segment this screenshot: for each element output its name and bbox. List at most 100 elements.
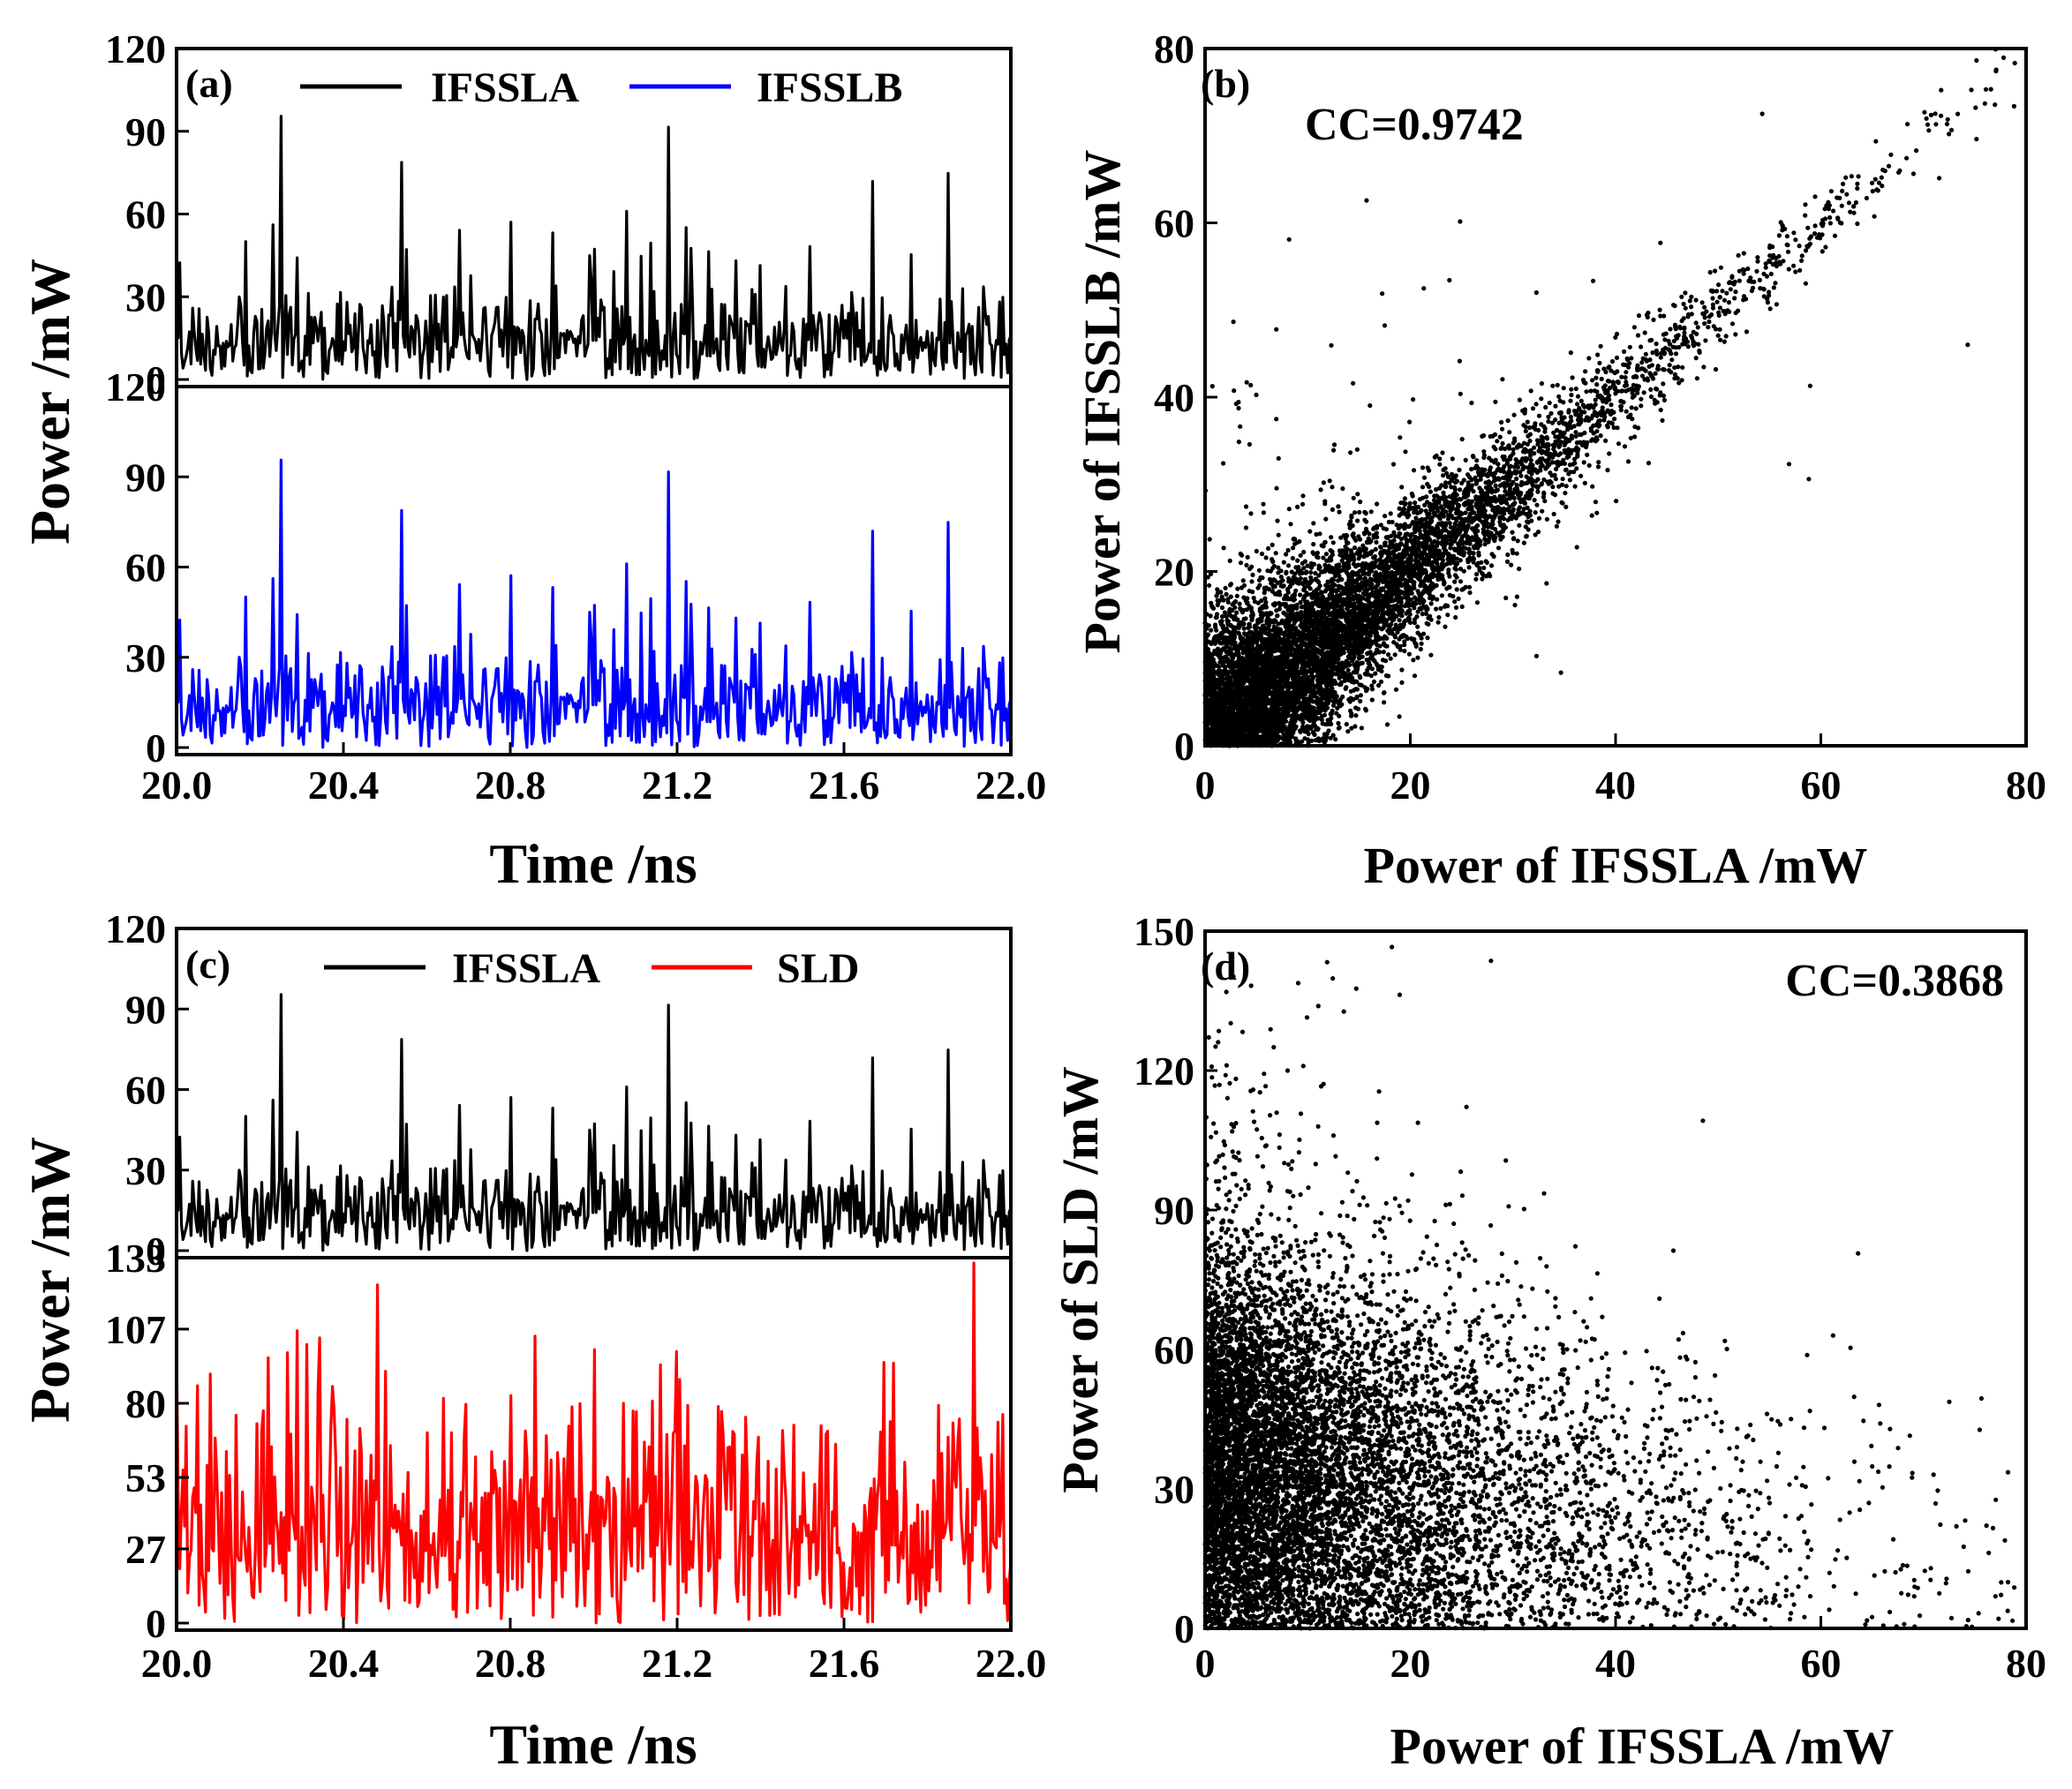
scatter-point	[1837, 195, 1842, 200]
scatter-point	[1386, 519, 1391, 525]
scatter-point	[1726, 300, 1731, 305]
scatter-point	[1209, 384, 1215, 389]
scatter-point	[1473, 494, 1479, 500]
scatter-point	[1443, 484, 1449, 490]
scatter-point	[1219, 613, 1225, 620]
scatter-point	[1676, 380, 1682, 386]
scatter-point	[1413, 500, 1418, 506]
scatter-point	[1694, 331, 1699, 336]
scatter-point	[1266, 545, 1271, 552]
scatter-point	[1744, 297, 1749, 302]
scatter-point	[1832, 233, 1838, 238]
scatter-point	[1409, 491, 1414, 497]
scatter-point	[1807, 383, 1812, 388]
scatter-point	[1345, 540, 1351, 545]
scatter-point	[1774, 302, 1779, 307]
scatter-point	[1383, 514, 1388, 519]
scatter-point	[1521, 506, 1526, 512]
scatter-point	[1648, 387, 1654, 392]
scatter-point	[1797, 244, 1802, 249]
scatter-point	[1846, 200, 1851, 206]
scatter-point	[1646, 461, 1652, 466]
scatter-point	[1224, 591, 1229, 598]
scatter-point	[1461, 477, 1466, 483]
scatter-point	[1578, 473, 1584, 478]
scatter-point	[1415, 624, 1420, 629]
scatter-point	[1392, 652, 1398, 658]
scatter-point	[1689, 304, 1694, 310]
scatter-point	[1533, 289, 1539, 296]
scatter-point	[1493, 483, 1498, 489]
scatter-point	[1232, 388, 1237, 394]
y-tick-label: 120	[105, 26, 166, 71]
scatter-point	[1993, 102, 1998, 108]
scatter-point	[1722, 297, 1727, 303]
scatter-point	[1360, 639, 1366, 644]
legend-label-ifsslb: IFSSLB	[757, 64, 902, 111]
scatter-point	[1371, 679, 1377, 685]
scatter-point	[1831, 208, 1836, 214]
scatter-point	[1555, 382, 1560, 387]
scatter-point	[1481, 565, 1487, 571]
scatter-point	[1624, 370, 1629, 375]
scatter-point	[1673, 327, 1678, 332]
scatter-point	[1316, 573, 1322, 578]
scatter-point	[1333, 737, 1338, 742]
scatter-point	[1733, 289, 1738, 295]
scatter-point	[1679, 378, 1684, 383]
scatter-point	[1736, 252, 1741, 258]
scatter-point	[1823, 244, 1828, 250]
scatter-point	[1452, 490, 1458, 496]
scatter-point	[1411, 397, 1416, 402]
scatter-point	[1285, 547, 1291, 553]
legend-label-ifssla-a: IFSSLA	[431, 64, 579, 111]
scatter-point	[1445, 604, 1450, 609]
scatter-point	[1872, 214, 1877, 219]
scatter-point	[1556, 394, 1562, 399]
scatter-point	[1945, 117, 1950, 122]
scatter-point	[1467, 551, 1473, 556]
scatter-point	[1275, 613, 1280, 619]
scatter-point	[1728, 287, 1733, 292]
scatter-point	[1982, 101, 1987, 106]
scatter-point	[1576, 447, 1581, 452]
scatter-point	[1298, 592, 1303, 598]
scatter-point	[1597, 360, 1602, 365]
scatter-point	[1543, 404, 1548, 410]
scatter-point	[1651, 317, 1656, 322]
scatter-point	[1563, 484, 1569, 489]
scatter-point	[1402, 496, 1407, 501]
scatter-point	[1311, 521, 1316, 526]
panel-a-ifsslb-series	[175, 458, 1013, 749]
scatter-point	[1603, 438, 1609, 443]
scatter-point	[1228, 594, 1233, 599]
scatter-point	[1594, 510, 1600, 515]
scatter-point	[1654, 341, 1659, 347]
scatter-point	[1827, 221, 1833, 226]
scatter-point	[1683, 290, 1688, 296]
scatter-point	[1473, 501, 1479, 507]
scatter-point	[1776, 233, 1782, 238]
scatter-point	[1383, 527, 1389, 532]
scatter-point	[1236, 405, 1241, 411]
scatter-point	[1563, 436, 1569, 441]
scatter-point	[1327, 478, 1332, 484]
scatter-point	[1412, 617, 1417, 622]
scatter-point	[1768, 271, 1774, 276]
scatter-point	[1208, 613, 1213, 619]
scatter-point	[1365, 687, 1370, 692]
scatter-point	[1595, 352, 1601, 357]
scatter-point	[1803, 281, 1808, 286]
scatter-point	[1551, 447, 1556, 452]
scatter-point	[1534, 502, 1540, 507]
y-tick-label: 30	[125, 274, 166, 319]
scatter-point	[1993, 67, 1999, 72]
scatter-point	[1500, 440, 1505, 447]
scatter-point	[1407, 500, 1413, 507]
y-tick-label: 120	[105, 365, 166, 410]
scatter-point	[1400, 633, 1405, 638]
scatter-point	[1397, 714, 1402, 719]
scatter-point	[1270, 602, 1276, 607]
